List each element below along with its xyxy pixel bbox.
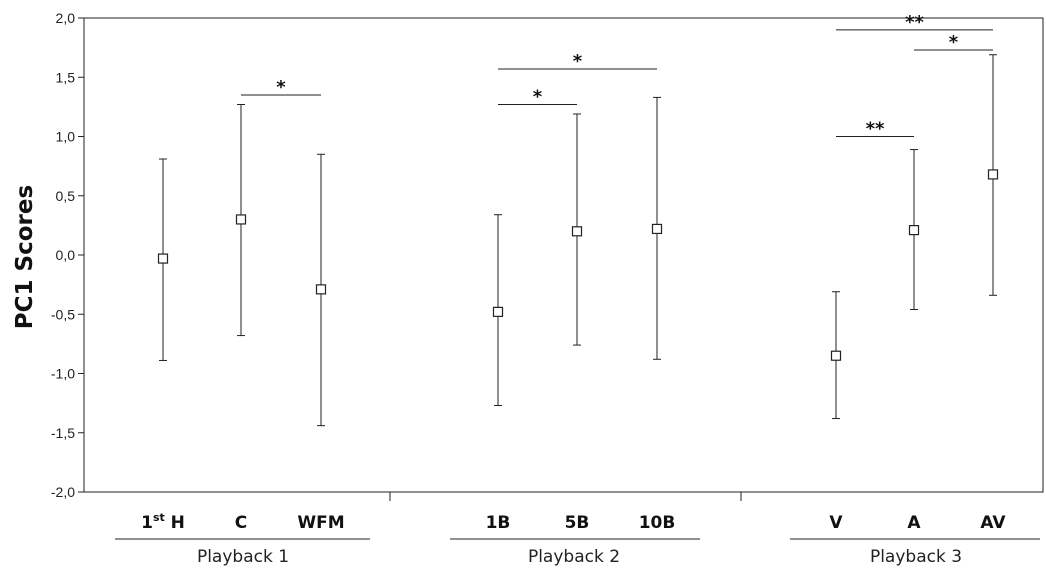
error-bars [157,54,999,427]
mean-point [235,214,247,225]
y-axis-title: PC1 Scores [12,185,38,329]
y-tick-label: 0,0 [56,247,76,263]
category-label: 1B [486,513,511,533]
plot-border [83,17,1044,493]
significance-brackets: * ******* [241,12,993,140]
x-axis: 1st H C WFM Playback 1 1B 5B 10B Playback 2 V A AV… [115,492,1040,567]
category-label: AV [980,513,1006,533]
y-tick-label: -1,5 [51,425,75,441]
mean-point [157,253,169,264]
category-label: A [907,513,921,533]
mean-point [315,284,327,295]
significance-label: ** [866,119,885,140]
category-label: 1st H [141,511,185,533]
mean-point [908,225,920,236]
category-label: 5B [565,513,590,533]
significance-label: ** [905,12,924,33]
significance-label: * [573,51,583,72]
plot-frame [83,17,1044,493]
y-tick-label: 1,0 [56,129,76,145]
category-label: WFM [297,513,344,533]
significance-label: * [276,77,286,98]
mean-point [492,306,504,317]
mean-point [651,223,663,235]
group-label: Playback 1 [197,547,289,567]
category-label: 10B [639,513,676,533]
mean-point [830,350,842,361]
y-tick-label: -2,0 [51,484,75,500]
significance-label: * [949,32,959,53]
mean-point [571,226,583,237]
y-tick-label: 1,5 [56,69,76,85]
y-tick-label: -0,5 [51,306,75,322]
group-label: Playback 2 [528,547,620,567]
group-label: Playback 3 [870,547,962,567]
y-axis: 2,0 1,5 1,0 0,5 0,0 -0,5 -1,0 -1,5 -2,0 [51,10,84,500]
y-tick-label: -1,0 [51,366,75,382]
y-tick-label: 2,0 [56,10,76,26]
significance-label: * [533,87,543,108]
y-tick-label: 0,5 [56,188,76,204]
category-label: C [235,513,247,533]
mean-point [987,169,999,180]
category-label: V [829,513,843,533]
